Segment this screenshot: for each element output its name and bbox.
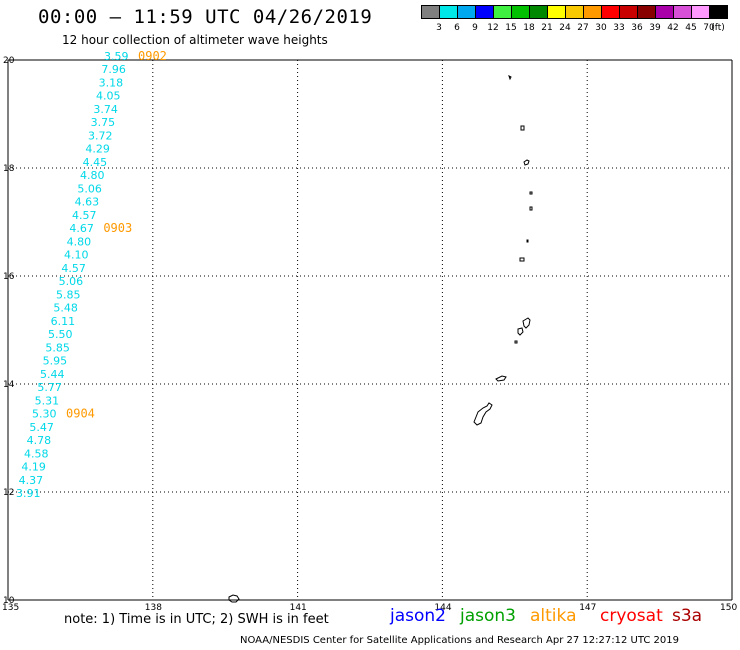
- scale-label: 9: [472, 23, 478, 33]
- axis-tick-labels: 135 138 141 144 147 150 20 18 16 14 12 10: [2, 56, 737, 613]
- scale-label: 70: [703, 23, 715, 33]
- wave-height-label: 5.47: [29, 421, 54, 434]
- wave-height-label: 4.78: [27, 434, 51, 447]
- longitude-tick-label: 138: [145, 603, 162, 613]
- wave-height-label: 3.74: [93, 103, 118, 116]
- satellite-legend-item: jason3: [460, 606, 516, 626]
- scale-label: 15: [505, 23, 517, 33]
- footer-note: note: 1) Time is in UTC; 2) SWH is in fe…: [64, 612, 329, 627]
- wave-height-label: 3.75: [91, 116, 116, 129]
- wave-height-label: 4.57: [72, 209, 97, 222]
- island-agrihan: [529, 191, 533, 195]
- scale-label: 39: [649, 23, 661, 33]
- scale-label: 45: [685, 23, 697, 33]
- wave-height-label: 4.58: [24, 447, 49, 460]
- wave-height-label: 4.57: [61, 262, 85, 275]
- scale-label: 36: [631, 23, 643, 33]
- wave-height-label: 5.85: [45, 341, 69, 354]
- scale-label: 12: [487, 23, 499, 33]
- latitude-tick-label: 10: [3, 596, 15, 606]
- island-pagan: [529, 206, 533, 211]
- latitude-tick-label: 12: [3, 488, 14, 498]
- island-south-atoll: [228, 594, 240, 603]
- wave-height-label: 5.06: [59, 275, 84, 288]
- page-title: 00:00 — 11:59 UTC 04/26/2019: [38, 6, 373, 28]
- lat-lon-grid: [7, 59, 733, 601]
- island-guam: [473, 402, 493, 426]
- satellite-legend-item: s3a: [672, 606, 703, 626]
- island-outlines: [228, 75, 533, 603]
- scale-label: 18: [523, 23, 535, 33]
- island-rota: [495, 375, 507, 382]
- island-saipan: [522, 317, 531, 329]
- wave-height-label: 4.19: [21, 461, 46, 474]
- wave-height-label: 5.50: [48, 328, 73, 341]
- island-asuncion: [523, 159, 530, 166]
- wave-height-label: 7.96: [101, 63, 126, 76]
- wave-height-color-scale: 3 6 9 12 15 18 21 24 27 30 33 36 39 42 45 70 (ft): [421, 5, 731, 41]
- scale-swatch: [709, 5, 728, 19]
- latitude-tick-label: 18: [3, 164, 15, 174]
- island-alamagan: [526, 239, 529, 243]
- wave-height-label: 5.48: [53, 302, 77, 315]
- wave-height-label: 5.85: [56, 288, 81, 301]
- scale-unit: (ft): [711, 23, 725, 33]
- longitude-tick-label: 141: [290, 603, 307, 613]
- scale-label: 24: [559, 23, 571, 33]
- latitude-tick-label: 14: [3, 380, 15, 390]
- wave-height-label: 5.30: [32, 408, 57, 421]
- wave-height-label: 3.72: [88, 129, 113, 142]
- latitude-tick-label: 20: [3, 56, 15, 66]
- satellite-legend-item: cryosat: [600, 606, 663, 626]
- wave-height-label: 4.05: [96, 90, 121, 103]
- pass-time-label: 0904: [66, 407, 95, 421]
- wave-height-label: 4.63: [75, 196, 100, 209]
- wave-height-label: 4.67: [69, 222, 94, 235]
- island-farallon-de-pajaros: [508, 75, 512, 81]
- wave-height-label: 3.59: [104, 50, 129, 63]
- pass-time-label: 0903: [103, 221, 132, 235]
- wave-height-label: 4.45: [83, 156, 108, 169]
- scale-label: 27: [577, 23, 589, 33]
- wave-height-label: 4.37: [19, 474, 43, 487]
- scale-label: 33: [613, 23, 625, 33]
- page-subtitle: 12 hour collection of altimeter wave hei…: [62, 33, 328, 47]
- longitude-tick-label: 144: [434, 603, 451, 613]
- wave-height-label: 4.80: [80, 169, 105, 182]
- wave-height-label: 6.11: [51, 315, 76, 328]
- wave-height-label: 5.44: [40, 368, 65, 381]
- satellite-legend-item: jason2: [390, 606, 446, 626]
- wave-height-label: 4.29: [85, 143, 110, 156]
- island-maug: [520, 125, 525, 131]
- wave-height-label: 3.18: [99, 76, 124, 89]
- wave-height-label: 5.06: [77, 182, 102, 195]
- scale-label: 3: [436, 23, 442, 33]
- scale-label: 6: [454, 23, 460, 33]
- latitude-tick-label: 16: [3, 272, 15, 282]
- wave-height-label: 4.10: [64, 249, 89, 262]
- island-tinian: [517, 327, 524, 336]
- longitude-tick-label: 150: [720, 603, 737, 613]
- scale-label: 21: [541, 23, 553, 33]
- wave-height-label: 4.80: [67, 235, 92, 248]
- scale-label: 42: [667, 23, 679, 33]
- island-aguijan: [514, 340, 518, 344]
- wave-height-label: 5.95: [43, 355, 68, 368]
- footer-credit: NOAA/NESDIS Center for Satellite Applica…: [240, 635, 679, 646]
- pass-time-label: 0902: [138, 49, 167, 63]
- wave-height-label: 5.77: [37, 381, 62, 394]
- scale-label: 30: [595, 23, 607, 33]
- longitude-tick-label: 135: [2, 603, 19, 613]
- island-sarigan: [519, 257, 525, 262]
- wave-height-label: 5.31: [35, 394, 60, 407]
- longitude-tick-label: 147: [579, 603, 596, 613]
- satellite-legend-item: altika: [530, 606, 577, 626]
- altimeter-track: 3.597.963.184.053.743.753.724.294.454.80…: [16, 49, 167, 500]
- wave-height-label: 3.91: [16, 487, 41, 500]
